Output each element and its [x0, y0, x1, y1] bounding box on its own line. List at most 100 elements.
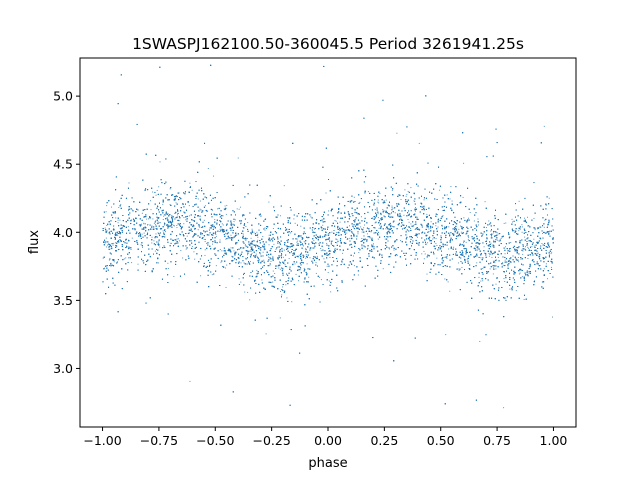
- data-point: [315, 262, 317, 264]
- data-point: [303, 255, 305, 257]
- data-point: [285, 245, 287, 247]
- data-point: [217, 208, 219, 210]
- data-point: [415, 207, 417, 209]
- data-point: [131, 209, 133, 211]
- data-point: [382, 212, 384, 214]
- data-point: [361, 231, 363, 233]
- data-point: [119, 227, 121, 229]
- data-point: [207, 168, 209, 170]
- data-point: [489, 268, 491, 270]
- data-point: [265, 218, 267, 220]
- data-point: [456, 229, 458, 231]
- data-point: [503, 407, 505, 409]
- data-point: [428, 228, 430, 230]
- data-point: [228, 250, 230, 252]
- data-point: [221, 223, 223, 225]
- data-point: [115, 244, 116, 246]
- data-point: [297, 240, 299, 242]
- data-point: [441, 225, 443, 227]
- data-point: [534, 228, 536, 230]
- data-point: [550, 266, 552, 268]
- data-point: [481, 235, 483, 236]
- data-point: [385, 199, 387, 201]
- data-point: [328, 210, 330, 212]
- data-point: [357, 233, 359, 235]
- data-point: [293, 218, 295, 220]
- data-point: [380, 219, 382, 221]
- data-points: [102, 64, 554, 409]
- data-point: [193, 251, 195, 253]
- data-point: [358, 252, 360, 254]
- data-point: [457, 262, 459, 264]
- data-point: [533, 227, 534, 229]
- data-point: [504, 280, 506, 282]
- data-point: [551, 251, 553, 253]
- data-point: [302, 255, 304, 257]
- data-point: [384, 210, 386, 212]
- data-point: [336, 242, 338, 244]
- data-point: [423, 258, 425, 260]
- data-point: [191, 245, 193, 247]
- data-point: [428, 231, 430, 232]
- data-point: [260, 262, 262, 264]
- data-point: [279, 215, 281, 217]
- data-point: [344, 211, 346, 213]
- data-point: [521, 231, 523, 233]
- data-point: [131, 262, 133, 264]
- data-point: [377, 199, 379, 201]
- data-point: [246, 245, 248, 247]
- data-point: [548, 230, 550, 232]
- data-point: [183, 211, 185, 213]
- data-point: [518, 200, 520, 202]
- data-point: [215, 235, 217, 237]
- data-point: [500, 237, 502, 239]
- data-point: [326, 234, 328, 236]
- data-point: [264, 262, 266, 264]
- data-point: [522, 253, 524, 255]
- data-point: [513, 272, 515, 274]
- data-point: [349, 237, 351, 239]
- data-point: [177, 214, 179, 216]
- data-point: [213, 175, 215, 177]
- data-point: [159, 234, 161, 236]
- data-point: [374, 222, 376, 224]
- data-point: [414, 208, 416, 210]
- data-point: [225, 238, 227, 240]
- data-point: [168, 226, 170, 228]
- data-point: [204, 238, 206, 240]
- data-point: [260, 253, 262, 255]
- data-point: [449, 198, 451, 200]
- data-point: [465, 241, 467, 243]
- data-point: [511, 218, 513, 220]
- data-point: [403, 214, 405, 216]
- data-point: [450, 186, 452, 188]
- data-point: [178, 240, 180, 242]
- data-point: [288, 218, 290, 220]
- data-point: [413, 224, 415, 226]
- data-point: [518, 261, 520, 263]
- data-point: [446, 244, 448, 246]
- data-point: [279, 261, 281, 263]
- data-point: [409, 248, 411, 250]
- data-point: [269, 265, 271, 267]
- data-point: [505, 246, 507, 248]
- data-point: [197, 229, 199, 231]
- data-point: [499, 240, 501, 242]
- data-point: [319, 276, 321, 278]
- data-point: [449, 234, 451, 236]
- data-point: [484, 252, 485, 254]
- data-point: [216, 224, 218, 225]
- data-point: [237, 157, 239, 159]
- data-point: [178, 192, 180, 194]
- data-point: [139, 225, 141, 227]
- data-point: [483, 246, 485, 248]
- data-point: [382, 209, 384, 211]
- data-point: [294, 263, 296, 265]
- data-point: [176, 238, 178, 240]
- data-point: [525, 246, 527, 248]
- data-point: [533, 238, 535, 240]
- data-point: [493, 239, 495, 241]
- data-point: [172, 224, 174, 226]
- data-point: [183, 217, 185, 219]
- data-point: [418, 142, 420, 144]
